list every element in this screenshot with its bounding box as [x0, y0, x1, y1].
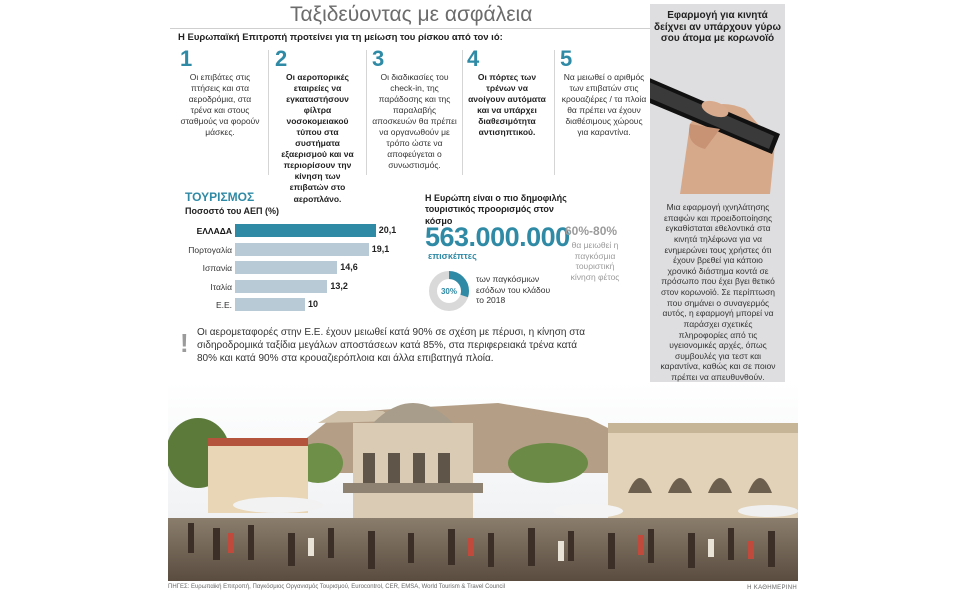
step-divider: [268, 50, 269, 175]
drop-range: 60%-80%: [565, 224, 618, 238]
title-divider: [170, 28, 650, 29]
hand-with-phone-illustration: [650, 54, 785, 194]
publisher-brand: Η ΚΑΘΗΜΕΡΙΝΗ: [747, 585, 797, 591]
step-text: Να μειωθεί ο αριθμός των επιβατών στις κ…: [561, 72, 647, 138]
step-divider: [462, 50, 463, 175]
step-3: 3 Οι διαδικασίες του check-in, της παράδ…: [372, 48, 457, 171]
page-title: Ταξιδεύοντας με ασφάλεια: [290, 3, 533, 26]
step-text: Οι πόρτες των τρένων να ανοίγουν αυτόματ…: [468, 72, 546, 138]
athens-square-photo: [168, 383, 798, 581]
bar-category-label: Ιταλία: [210, 281, 232, 292]
visitors-number: 563.000.000: [425, 222, 570, 252]
europe-title: Η Ευρώπη είναι ο πιο δημοφιλής τουριστικ…: [425, 193, 567, 226]
step-4: 4 Οι πόρτες των τρένων να ανοίγουν αυτόμ…: [467, 48, 547, 138]
step-text: Οι αεροπορικές εταιρείες να εγκαταστήσου…: [281, 72, 354, 204]
tourism-title: ΤΟΥΡΙΣΜΟΣ: [185, 190, 255, 204]
step-divider: [366, 50, 367, 175]
bar-value-label: 14,6: [340, 262, 358, 272]
bar-value-label: 10: [308, 299, 319, 309]
exclamation-icon: !: [180, 328, 189, 358]
donut-label: 30%: [441, 287, 457, 296]
step-number: 1: [180, 46, 193, 71]
drop-text: θα μειωθεί η παγκόσμια τουριστική κίνηση…: [570, 240, 620, 282]
donut-arc: [429, 271, 469, 311]
step-2: 2 Οι αεροπορικές εταιρείες να εγκαταστήσ…: [275, 48, 360, 205]
step-text: Οι διαδικασίες του check-in, της παράδοσ…: [372, 72, 457, 171]
bar-row: ΕΛΛΑΔΑ 20,1: [160, 224, 420, 238]
bar: [235, 242, 369, 256]
step-5: 5 Να μειωθεί ο αριθμός των επιβατών στις…: [560, 48, 648, 138]
step-number: 5: [560, 46, 573, 71]
step-number: 3: [372, 46, 385, 71]
bar-category-label: Ισπανία: [202, 263, 232, 273]
bar: [235, 224, 376, 237]
bar: [235, 261, 338, 274]
step-1: 1 Οι επιβάτες στις πτήσεις και στα αεροδ…: [180, 48, 260, 138]
intro-text: Η Ευρωπαϊκή Επιτροπή προτείνει για τη με…: [178, 32, 503, 43]
bar: [235, 279, 328, 293]
bar: [235, 298, 305, 311]
bar-category-label: ΕΛΛΑΔΑ: [196, 226, 232, 236]
sidebar-heading: Εφαρμογή για κινητά δείχνει αν υπάρχουν …: [654, 10, 781, 44]
share-donut-chart: 30%: [429, 271, 469, 311]
bar-value-label: 19,1: [371, 243, 390, 254]
visitors-label: επισκέπτες: [428, 251, 477, 261]
bar-row: Ιταλία 13,2: [160, 279, 420, 294]
step-number: 2: [275, 46, 288, 71]
bar-value-label: 20,1: [378, 225, 397, 235]
step-divider: [554, 50, 555, 175]
bar-value-label: 13,2: [330, 280, 348, 291]
sources-text: ΠΗΓΕΣ: Ευρωπαϊκή Επιτροπή, Παγκόσμιος Ορ…: [168, 584, 506, 590]
step-number: 4: [467, 46, 480, 71]
bar-category-label: Ε.Ε.: [215, 300, 232, 310]
step-text: Οι επιβάτες στις πτήσεις και στα αεροδρό…: [180, 72, 260, 138]
note-text: Οι αερομεταφορές στην Ε.Ε. έχουν μειωθεί…: [197, 327, 585, 364]
bar-row: Πορτογαλία 19,1: [160, 242, 420, 257]
bar-row: Ισπανία 14,6: [160, 261, 420, 275]
tracing-app-sidebar: Εφαρμογή για κινητά δείχνει αν υπάρχουν …: [650, 4, 785, 382]
share-text: των παγκόσμιων εσόδων του κλάδου το 2018: [476, 274, 551, 306]
bar-row: Ε.Ε. 10: [160, 298, 420, 312]
tourism-subtitle: Ποσοστό του ΑΕΠ (%): [185, 206, 279, 216]
sidebar-body-text: Μια εφαρμογή ιχνηλάτησης επαφών και προε…: [660, 202, 776, 382]
bar-category-label: Πορτογαλία: [188, 244, 232, 255]
